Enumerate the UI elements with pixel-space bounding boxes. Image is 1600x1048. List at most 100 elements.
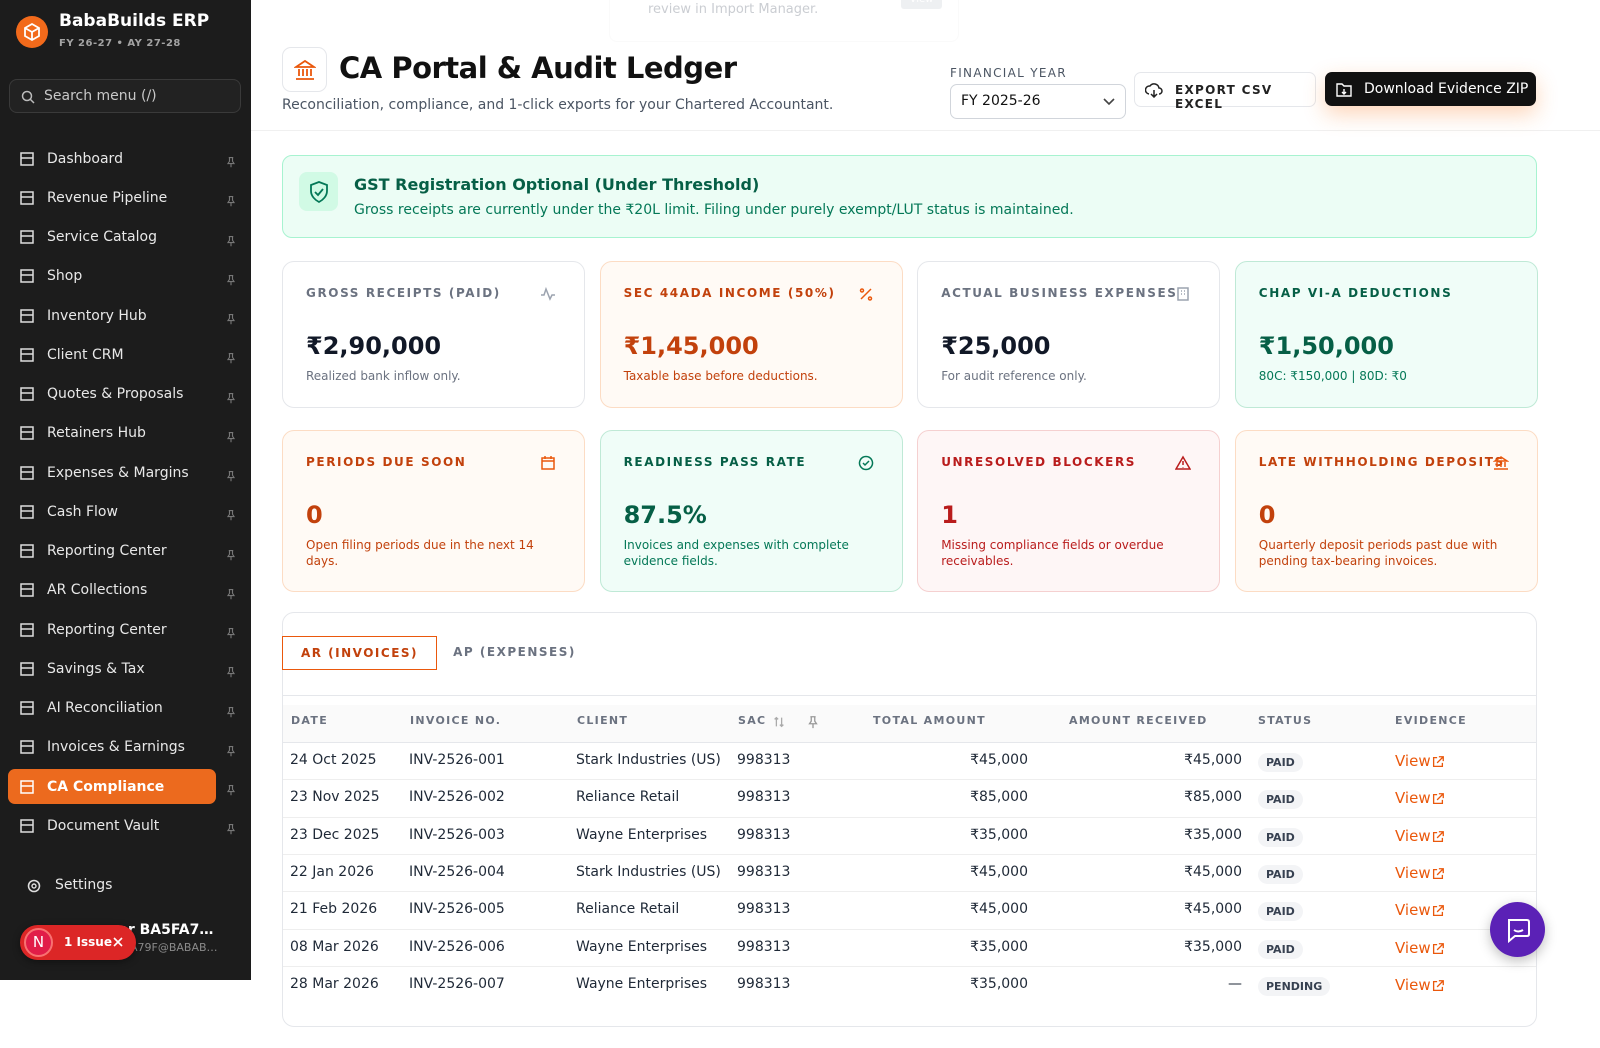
nav-item[interactable]: Reporting Center bbox=[8, 534, 216, 569]
nav-icon bbox=[19, 700, 35, 716]
nav-item[interactable]: Invoices & Earnings bbox=[8, 730, 216, 765]
nav-icon bbox=[19, 425, 35, 441]
card-label: READINESS PASS RATE bbox=[623, 455, 807, 469]
amount-cell: ₹35,000 bbox=[970, 938, 1028, 955]
table-cell: 998313 bbox=[737, 826, 791, 843]
header-icon bbox=[282, 47, 327, 92]
card-note: Invoices and expenses with complete evid… bbox=[623, 538, 849, 568]
evidence-link[interactable]: View bbox=[1395, 752, 1431, 770]
issue-badge[interactable]: N 1 Issue bbox=[20, 925, 136, 960]
table-cell: INV-2526-004 bbox=[409, 863, 505, 880]
status-badge: PAID bbox=[1258, 753, 1303, 772]
nav-item[interactable]: Inventory Hub bbox=[8, 298, 216, 333]
nav-item[interactable]: Reporting Center bbox=[8, 612, 216, 647]
table-cell: INV-2526-007 bbox=[409, 975, 505, 992]
nav-icon bbox=[19, 543, 35, 559]
download-button[interactable]: Download Evidence ZIP bbox=[1325, 72, 1536, 106]
nav-icon bbox=[19, 818, 35, 834]
card-note: Missing compliance fields or overdue rec… bbox=[941, 538, 1164, 568]
status-badge: PAID bbox=[1258, 790, 1303, 810]
nav-icon bbox=[19, 190, 35, 206]
pin-icon bbox=[225, 585, 237, 599]
row-divider bbox=[283, 891, 1536, 893]
nav-item[interactable]: Savings & Tax bbox=[8, 651, 216, 686]
card-icon bbox=[540, 286, 556, 302]
evidence-link[interactable]: View bbox=[1395, 826, 1431, 845]
row-divider bbox=[283, 965, 1536, 967]
nav-label: Revenue Pipeline bbox=[47, 189, 168, 206]
column-header: DATE bbox=[291, 714, 329, 727]
nav-label: Expenses & Margins bbox=[47, 464, 189, 481]
column-header: SAC bbox=[738, 714, 767, 727]
tab[interactable]: AR (INVOICES) bbox=[282, 636, 437, 670]
nav-icon bbox=[19, 779, 35, 795]
nav-icon bbox=[19, 308, 35, 324]
nav-item[interactable]: CA Compliance bbox=[8, 769, 216, 804]
nav-item[interactable]: Document Vault bbox=[8, 808, 216, 843]
toast-action[interactable]: View bbox=[901, 0, 942, 9]
stat-card: READINESS PASS RATE 87.5% Invoices and exp… bbox=[599, 430, 903, 592]
chat-button[interactable] bbox=[1490, 902, 1545, 957]
evidence-link[interactable]: View bbox=[1395, 863, 1431, 882]
pin-icon bbox=[225, 506, 237, 521]
card-icon bbox=[1175, 286, 1191, 302]
toast: A client import preview is ready for rev… bbox=[609, 0, 959, 42]
nav-label: Savings & Tax bbox=[47, 660, 145, 677]
settings-item[interactable]: Settings bbox=[26, 876, 236, 896]
nav-item[interactable]: Service Catalog bbox=[8, 220, 216, 255]
card-icon bbox=[1492, 455, 1510, 471]
issue-avatar: N bbox=[24, 928, 53, 957]
nav-item[interactable]: Expenses & Margins bbox=[8, 455, 216, 490]
card-note: Open filing periods due in the next 14 d… bbox=[306, 538, 534, 568]
table-cell: 22 Jan 2026 bbox=[290, 863, 374, 880]
nav-label: Document Vault bbox=[47, 817, 160, 834]
table-cell: INV-2526-001 bbox=[409, 752, 505, 768]
table-cell: INV-2526-002 bbox=[409, 789, 505, 806]
nav-icon bbox=[19, 739, 35, 755]
nav-item[interactable]: Client CRM bbox=[8, 337, 216, 372]
card-value: ₹25,000 bbox=[941, 332, 1051, 360]
table-cell: Reliance Retail bbox=[576, 901, 680, 918]
card-note: 80C: ₹150,000 | 80D: ₹0 bbox=[1258, 369, 1407, 383]
nav-item[interactable]: Cash Flow bbox=[8, 494, 216, 529]
evidence-link[interactable]: View bbox=[1395, 938, 1431, 957]
external-icon bbox=[1431, 903, 1445, 917]
nav-item[interactable]: Dashboard bbox=[8, 141, 216, 176]
table-cell: 23 Dec 2025 bbox=[290, 826, 380, 843]
sidebar: BabaBuilds ERP FY 26-27 • AY 27-28 Searc… bbox=[0, 0, 251, 980]
amount-cell: ₹45,000 bbox=[1184, 752, 1242, 768]
card-note: Taxable base before deductions. bbox=[623, 369, 818, 383]
search-box[interactable]: Search menu (/) bbox=[9, 79, 241, 113]
brand-subtitle: FY 26-27 • AY 27-28 bbox=[59, 38, 181, 49]
nav-item[interactable]: Revenue Pipeline bbox=[8, 180, 216, 215]
header bbox=[251, 0, 1600, 131]
card-label: GROSS RECEIPTS (PAID) bbox=[306, 286, 501, 300]
brand-logo bbox=[16, 16, 48, 48]
row-divider bbox=[283, 816, 1536, 818]
pin-icon bbox=[225, 349, 237, 364]
nav-label: Client CRM bbox=[47, 346, 124, 363]
evidence-link[interactable]: View bbox=[1395, 901, 1431, 920]
nav-item[interactable]: Quotes & Proposals bbox=[8, 377, 216, 412]
row-divider bbox=[283, 779, 1536, 781]
amount-cell: ₹85,000 bbox=[1184, 789, 1242, 806]
nav-item[interactable]: Retainers Hub bbox=[8, 416, 216, 451]
nav-label: Shop bbox=[47, 268, 83, 285]
nav-item[interactable]: AI Reconciliation bbox=[8, 691, 216, 726]
column-header: AMOUNT RECEIVED bbox=[1069, 714, 1208, 727]
evidence-link[interactable]: View bbox=[1395, 789, 1431, 808]
export-button[interactable]: EXPORT CSV EXCEL bbox=[1134, 72, 1316, 111]
tab[interactable]: AP (EXPENSES) bbox=[453, 645, 576, 659]
fy-select[interactable]: FY 2025-26 bbox=[950, 84, 1126, 119]
pin-icon bbox=[225, 389, 237, 403]
nav-item[interactable]: AR Collections bbox=[8, 573, 216, 608]
stat-card: UNRESOLVED BLOCKERS 1 Missing compliance f… bbox=[917, 430, 1221, 592]
card-icon bbox=[1174, 455, 1192, 471]
table-cell: Reliance Retail bbox=[576, 789, 680, 806]
stat-card: LATE WITHHOLDING DEPOSITS 0 Quarterly depo… bbox=[1234, 430, 1538, 592]
table-cell: 998313 bbox=[737, 863, 791, 880]
nav-item[interactable]: Shop bbox=[8, 259, 216, 294]
evidence-link[interactable]: View bbox=[1395, 975, 1431, 994]
brand-title: BabaBuilds ERP bbox=[59, 11, 210, 31]
nav-label: Reporting Center bbox=[47, 621, 167, 638]
